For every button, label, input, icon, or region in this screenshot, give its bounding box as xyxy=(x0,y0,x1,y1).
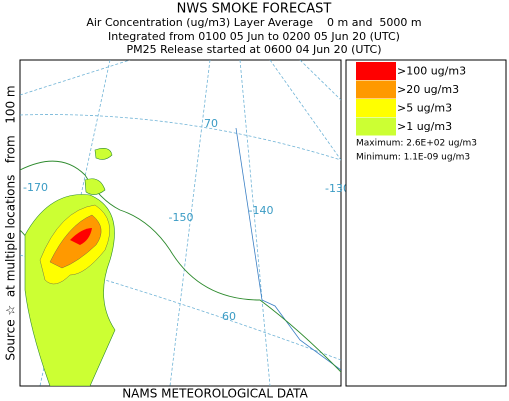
coastline xyxy=(20,160,341,373)
latitude-label: 60 xyxy=(222,310,236,323)
map: 70 -170 -150 -140 -130 60 xyxy=(19,59,350,387)
subtitle: Integrated from 0100 05 Jun to 0200 05 J… xyxy=(108,30,400,43)
border xyxy=(235,127,341,371)
minimum: Minimum: 1.1E-09 ug/m3 xyxy=(356,153,470,163)
subtitle: Air Concentration (ug/m3) Layer Average … xyxy=(86,16,421,29)
legend-label: >1 ug/m3 xyxy=(397,120,452,133)
latitude-line xyxy=(20,114,341,161)
footer: NAMS METEOROLOGICAL DATA xyxy=(122,387,308,401)
longitude-line xyxy=(269,60,341,161)
legend-swatch xyxy=(356,62,396,80)
legend-label: >100 ug/m3 xyxy=(397,65,466,78)
longitude-line xyxy=(299,60,341,101)
legend-label: >20 ug/m3 xyxy=(397,83,459,96)
legend-swatch xyxy=(356,99,396,117)
longitude-label: -140 xyxy=(249,204,274,217)
maximum: Maximum: 2.6E+02 ug/m3 xyxy=(356,139,477,149)
legend-swatch xyxy=(356,80,396,99)
legend-swatch xyxy=(356,117,396,136)
plume-1 xyxy=(84,178,106,195)
longitude-label: -150 xyxy=(169,211,194,224)
plume-1 xyxy=(94,148,113,160)
legend-label: >5 ug/m3 xyxy=(397,102,452,115)
latitude-line xyxy=(20,60,131,96)
longitude-label: -130 xyxy=(325,182,350,195)
subtitle: PM25 Release started at 0600 04 Jun 20 (… xyxy=(126,43,381,56)
plume-100 xyxy=(70,228,92,245)
latitude-label: 70 xyxy=(204,117,218,130)
longitude-label: -170 xyxy=(23,181,48,194)
legend: Maximum: 2.6E+02 ug/m3 Minimum: 1.1E-09 … xyxy=(345,59,507,387)
source-label: Source ☆ at multiple locations from 100 … xyxy=(4,85,18,360)
title: NWS SMOKE FORECAST xyxy=(177,2,332,17)
longitude-line xyxy=(239,60,271,386)
